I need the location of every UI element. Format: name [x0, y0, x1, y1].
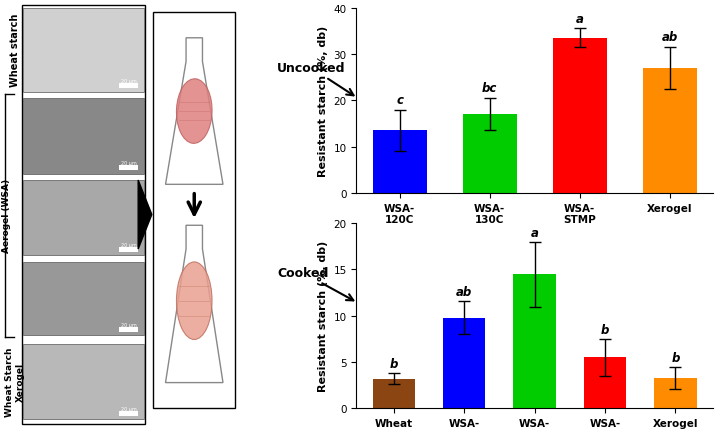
Text: Cooked: Cooked [277, 267, 354, 301]
FancyBboxPatch shape [23, 99, 144, 174]
FancyBboxPatch shape [119, 166, 138, 171]
Text: 20 µm: 20 µm [121, 79, 137, 84]
FancyBboxPatch shape [23, 9, 144, 92]
Text: 20 µm: 20 µm [121, 322, 137, 327]
Polygon shape [138, 181, 152, 249]
FancyBboxPatch shape [119, 247, 138, 252]
Text: 20 µm: 20 µm [121, 161, 137, 166]
FancyBboxPatch shape [23, 262, 144, 335]
Bar [462, 115, 516, 194]
Text: a: a [531, 226, 539, 240]
Text: b: b [671, 351, 680, 364]
FancyBboxPatch shape [23, 181, 144, 256]
Polygon shape [166, 39, 223, 185]
Text: 20 µm: 20 µm [121, 243, 137, 247]
Bar [373, 379, 415, 408]
FancyBboxPatch shape [22, 6, 145, 424]
FancyBboxPatch shape [119, 327, 138, 332]
Text: Wheat Starch
Aerogel (WSA): Wheat Starch Aerogel (WSA) [0, 179, 11, 253]
FancyBboxPatch shape [119, 84, 138, 89]
Y-axis label: Resistant starch (%, db): Resistant starch (%, db) [318, 26, 328, 176]
Text: a: a [576, 13, 583, 26]
Bar [443, 318, 485, 408]
Polygon shape [166, 226, 223, 383]
Bar [642, 69, 696, 194]
Text: Uncooked: Uncooked [277, 62, 354, 96]
Text: Wheat Starch
Xerogel: Wheat Starch Xerogel [5, 347, 24, 416]
FancyBboxPatch shape [153, 13, 235, 408]
FancyBboxPatch shape [119, 411, 138, 416]
Text: b: b [390, 358, 398, 371]
Bar [584, 358, 626, 408]
Text: 20 µm: 20 µm [121, 406, 137, 411]
Text: bc: bc [482, 82, 498, 95]
Text: ab: ab [662, 31, 678, 44]
Bar [654, 378, 697, 408]
Text: ab: ab [456, 286, 472, 298]
Bar [552, 39, 606, 193]
Text: b: b [601, 323, 609, 336]
Y-axis label: Resistant starch (%, db): Resistant starch (%, db) [318, 241, 328, 391]
Text: Wheat starch: Wheat starch [10, 14, 20, 87]
Bar [513, 274, 556, 408]
Text: c: c [396, 94, 403, 107]
FancyBboxPatch shape [23, 344, 144, 419]
Ellipse shape [176, 262, 212, 340]
Bar [373, 131, 426, 194]
Ellipse shape [176, 80, 212, 144]
